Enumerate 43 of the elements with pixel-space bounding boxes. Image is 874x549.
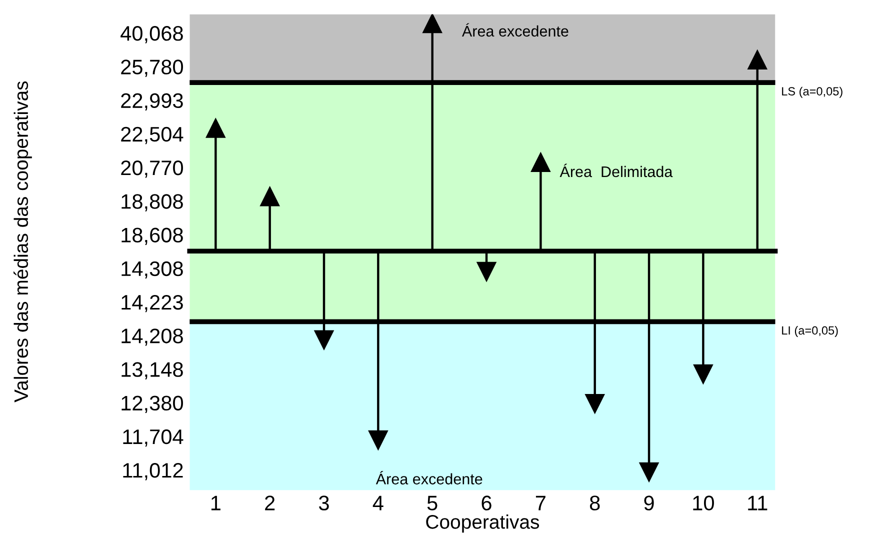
x-tick-label: 1 [211, 496, 220, 510]
text: 11,704 [123, 429, 184, 447]
x-tick-label: 8 [590, 496, 600, 510]
point [530, 152, 550, 172]
text: 25,780 [121, 60, 183, 77]
text: 11,012 [123, 463, 183, 480]
point [693, 364, 713, 384]
x-tick-label: 5 [427, 496, 438, 510]
text: 20,770 [121, 160, 183, 178]
x-tick-label: 4 [372, 496, 384, 510]
text: 18,808 [122, 194, 183, 212]
text: 40,068 [120, 26, 183, 44]
text: 22,993 [121, 93, 183, 110]
x-tick-label: 7 [536, 496, 546, 510]
text: 18,608 [122, 228, 183, 245]
x-tick-label: 6 [482, 496, 492, 510]
x-axis-title: Cooperativas [426, 514, 540, 533]
point [314, 330, 334, 350]
text: 13,148 [122, 362, 183, 380]
text: 22,504 [121, 126, 184, 144]
band-label: Área Delimitada [560, 164, 673, 178]
text: 14,308 [122, 261, 183, 279]
x-tick-label: 9 [644, 496, 654, 510]
band-label: Área excedente [462, 23, 568, 37]
x-tick-label: 3 [319, 496, 329, 510]
text: Valores das médias das cooperativas [14, 81, 32, 402]
x-tick-label: 10 [693, 496, 714, 510]
band-label: Área excedente [376, 471, 482, 484]
x-tick-label: 11 [748, 496, 768, 510]
point [585, 394, 605, 414]
point [260, 186, 280, 206]
text: LS (a=0,05) [782, 86, 842, 98]
text: 12,380 [122, 396, 183, 413]
point [639, 462, 659, 482]
point [748, 50, 768, 70]
point [476, 262, 496, 282]
point [422, 14, 442, 34]
text: 14,223 [122, 294, 183, 312]
point [368, 430, 388, 450]
text: LI (a=0,05) [782, 326, 838, 337]
x-tick-label: 2 [265, 496, 275, 510]
point [206, 118, 226, 138]
text: 14,208 [122, 328, 183, 346]
